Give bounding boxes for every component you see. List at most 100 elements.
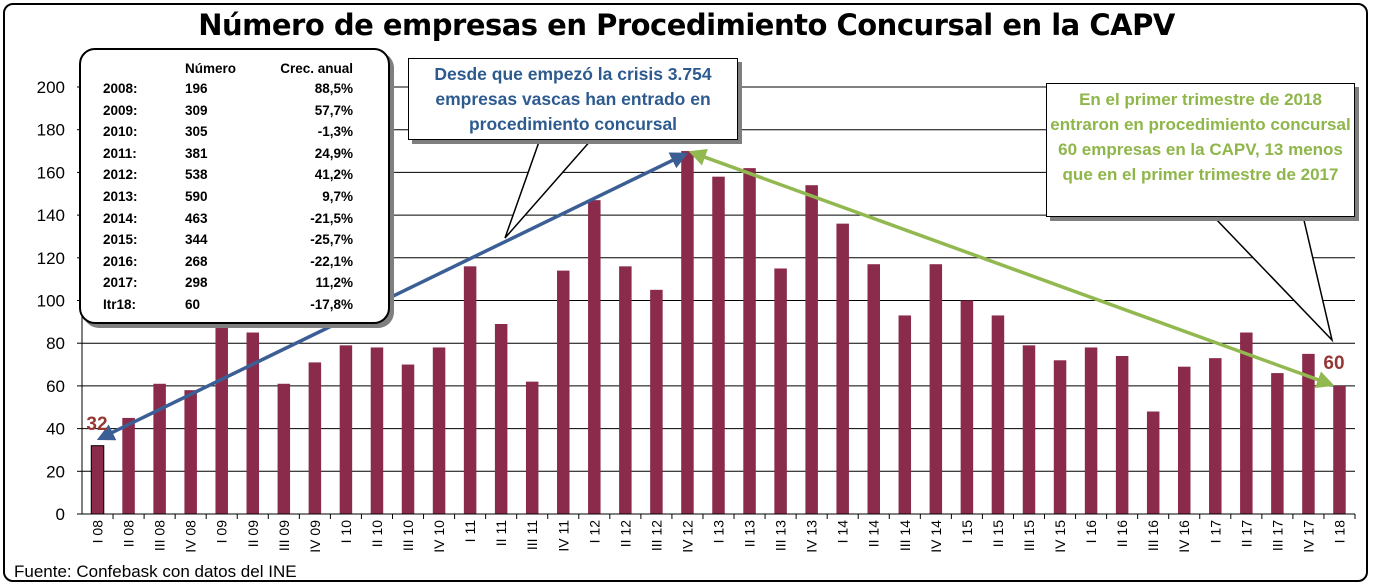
bar [494, 323, 508, 514]
stats-row: 2013: 590 9,7% [103, 186, 353, 208]
y-tick-label: 60 [46, 377, 65, 396]
x-tick-label: IV 17 [1300, 520, 1316, 553]
x-tick-label: III 09 [276, 520, 292, 551]
bar [898, 315, 912, 514]
data-label: 32 [86, 414, 107, 435]
y-tick-label: 140 [37, 206, 65, 225]
annotation-arrows [96, 138, 1335, 441]
x-tick-label: II 14 [866, 520, 882, 547]
bar [90, 445, 105, 515]
bar [712, 176, 725, 515]
x-tick-label: III 16 [1145, 520, 1161, 551]
x-tick-label: III 15 [1021, 520, 1037, 551]
crisis-callout-pointer [504, 138, 593, 239]
green-arrow [688, 149, 1335, 388]
stats-growth: -25,7% [310, 232, 353, 248]
x-tick-label: IV 12 [679, 520, 695, 553]
stats-number: 590 [185, 188, 208, 204]
stats-year: 2008: [103, 81, 138, 96]
stats-year: 2013: [103, 188, 138, 204]
stats-growth: 88,5% [314, 81, 353, 96]
bar [339, 345, 353, 514]
y-tick-label: 160 [37, 163, 65, 182]
x-tick-label: I 17 [1207, 520, 1223, 544]
x-tick-label: III 12 [648, 520, 664, 551]
stats-number: 298 [185, 275, 208, 291]
x-tick-label: II 15 [990, 520, 1006, 547]
bar [122, 417, 135, 514]
data-label: 60 [1323, 353, 1344, 374]
bar [370, 347, 384, 514]
x-tick-label: II 11 [493, 520, 509, 546]
bar [650, 289, 663, 514]
bar [681, 151, 694, 515]
x-tick-label: I 16 [1083, 520, 1099, 544]
x-tick-label: III 17 [1269, 520, 1285, 551]
bar [1177, 366, 1191, 514]
y-tick-label: 200 [37, 78, 65, 97]
stats-header-number: Número [185, 61, 237, 76]
stats-header-row: Número Crec. anual [103, 60, 353, 78]
y-tick-label: 80 [46, 334, 65, 353]
x-tick-label: IV 10 [431, 520, 447, 553]
stats-year: 2011: [103, 145, 137, 161]
bar [1115, 356, 1129, 514]
y-tick-label: 100 [37, 292, 65, 311]
x-tick-label: II 10 [369, 520, 385, 547]
chart-frame [3, 3, 1368, 582]
stats-row: 2017: 298 11,2% [103, 272, 353, 294]
stats-number: 463 [185, 210, 208, 226]
stats-row: 2016: 268 -22,1% [103, 251, 353, 273]
x-tick-label: IV 14 [928, 520, 944, 553]
x-tick-label: I 12 [586, 520, 602, 544]
stats-year: 2015: [103, 232, 138, 248]
stats-growth: -1,3% [317, 124, 353, 140]
x-tick-label: III 08 [152, 520, 168, 551]
stats-number: 60 [185, 296, 201, 312]
bar [184, 390, 197, 514]
x-tick-label: I 18 [1331, 520, 1347, 544]
stats-number: 344 [185, 232, 208, 248]
x-tick-label: I 11 [462, 520, 478, 543]
bar [1240, 332, 1253, 514]
y-tick-label: 120 [37, 249, 65, 268]
annual-stats-callout: Número Crec. anual 2008: 196 88,5% 2009: 309… [79, 48, 390, 324]
stats-growth: -21,5% [310, 210, 353, 226]
bar [588, 200, 601, 514]
bar [246, 332, 260, 514]
x-tick-label: IV 09 [307, 520, 323, 553]
stats-header-growth: Crec. anual [280, 61, 353, 76]
blue-arrow [96, 152, 689, 441]
bar [805, 185, 818, 514]
bar [557, 270, 570, 514]
bar [1302, 353, 1315, 514]
bar [960, 300, 974, 514]
stats-row: 2015: 344 -25,7% [103, 229, 353, 251]
bar [1022, 345, 1036, 514]
bar [1209, 358, 1222, 514]
stats-header-year [103, 60, 167, 78]
chart-title: Número de empresas en Procedimiento Conc… [198, 8, 1175, 42]
x-tick-label: I 09 [214, 520, 230, 544]
x-tick-label: I 14 [835, 520, 851, 544]
x-tick-label: IV 08 [183, 520, 199, 553]
x-tick-label: I 13 [711, 520, 727, 544]
bar [215, 323, 228, 514]
y-tick-label: 40 [46, 420, 65, 439]
bar [1084, 347, 1098, 514]
stats-year: 2017: [103, 275, 138, 291]
crisis-callout: Desde que empezó la crisis 3.754 empresa… [408, 58, 738, 140]
bar [1333, 385, 1346, 514]
stats-row: 2008: 196 88,5% [103, 78, 353, 100]
x-tick-labels: I 08 II 08 III 08 IV 08 I 09 II 09 III 09 IV 09… [90, 520, 1348, 553]
stats-number: 381 [185, 145, 208, 161]
stats-year: 2010: [103, 124, 138, 140]
x-tick-label: IV 13 [804, 520, 820, 553]
x-tick-label: II 17 [1238, 520, 1254, 547]
q1-callout-pointer [1212, 215, 1334, 343]
bar [432, 347, 446, 514]
stats-row: Itr18: 60 -17,8% [103, 294, 353, 316]
x-tick-label: IV 15 [1052, 520, 1068, 553]
stats-year: 2016: [103, 253, 138, 269]
